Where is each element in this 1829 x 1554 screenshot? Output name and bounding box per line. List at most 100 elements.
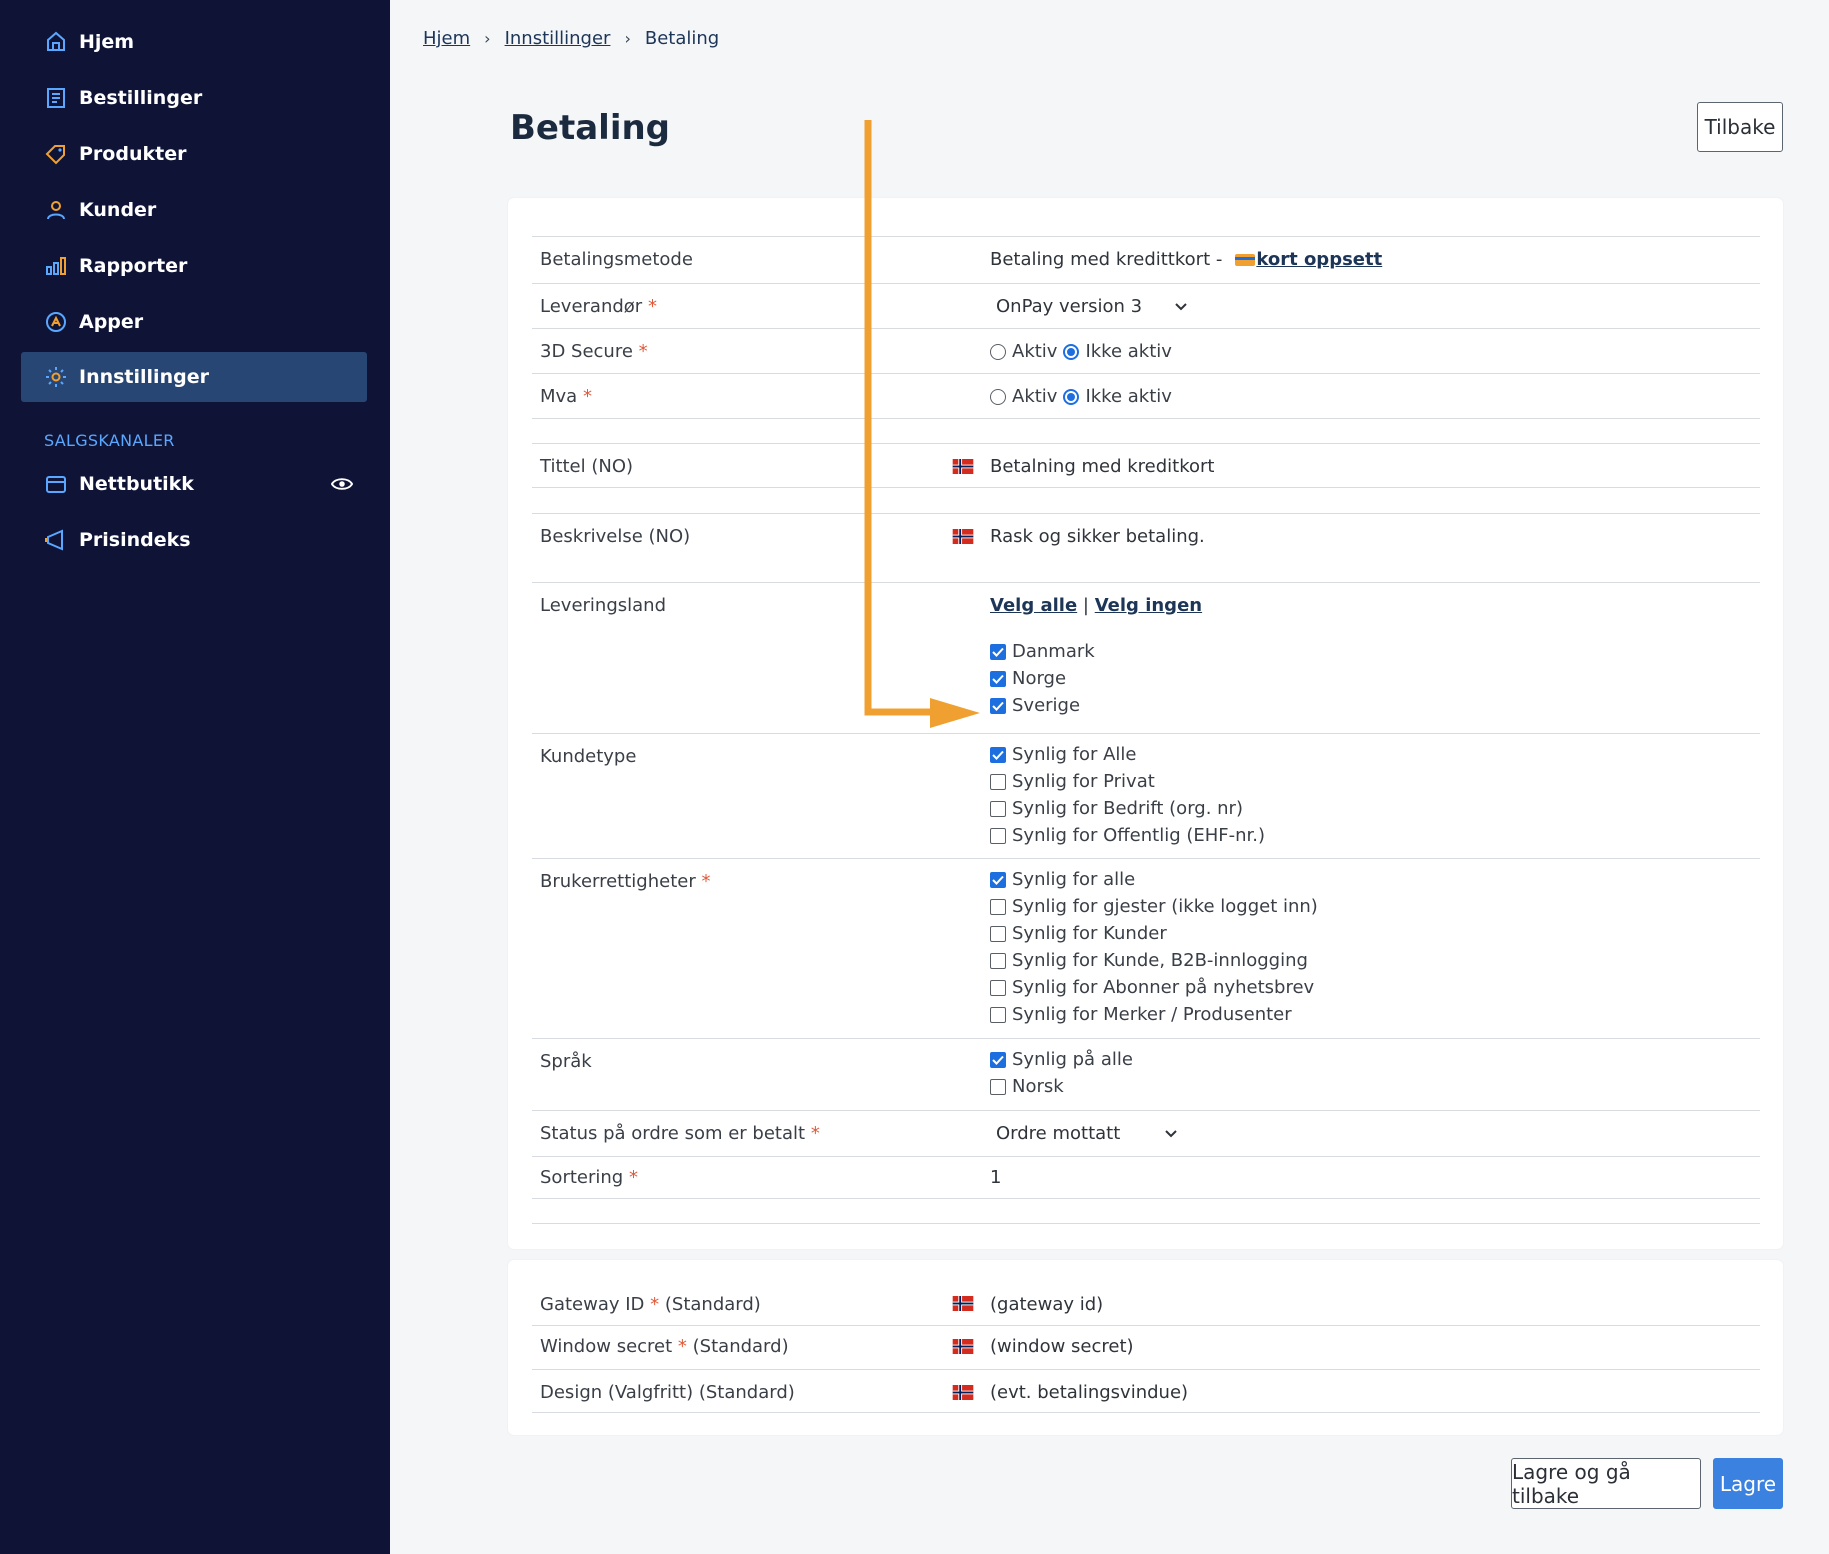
divider bbox=[532, 418, 1760, 443]
vat-row: Mva * Aktiv Ikke aktiv bbox=[532, 373, 1760, 418]
gear-icon bbox=[43, 364, 69, 390]
sidebar-item-label: Nettbutikk bbox=[79, 473, 194, 495]
vat-inactive-radio[interactable]: Ikke aktiv bbox=[1063, 383, 1172, 410]
provider-select[interactable]: OnPay version 3 bbox=[996, 296, 1188, 317]
back-button[interactable]: Tilbake bbox=[1697, 102, 1783, 152]
window-secret-row: Window secret * (Standard) (window secre… bbox=[532, 1325, 1760, 1369]
payment-method-value: Betaling med kredittkort - bbox=[990, 249, 1223, 270]
sidebar-item-produkter[interactable]: Produkter bbox=[21, 129, 367, 179]
breadcrumb-settings-link[interactable]: Innstillinger bbox=[504, 28, 611, 49]
sidebar-item-apper[interactable]: Apper bbox=[21, 297, 367, 347]
vat-label: Mva bbox=[540, 386, 578, 407]
sidebar-item-hjem[interactable]: Hjem bbox=[21, 17, 367, 67]
sidebar-item-label: Produkter bbox=[79, 143, 187, 165]
paid-status-select[interactable]: Ordre mottatt bbox=[996, 1123, 1178, 1144]
select-all-link[interactable]: Velg alle bbox=[990, 595, 1078, 616]
sorting-input[interactable]: 1 bbox=[990, 1167, 1002, 1188]
home-icon bbox=[43, 29, 69, 55]
sidebar-item-label: Kunder bbox=[79, 199, 157, 221]
select-none-link[interactable]: Velg ingen bbox=[1094, 595, 1203, 616]
user-rights-checkbox-gjester[interactable]: Synlig for gjester (ikke logget inn) bbox=[990, 893, 1318, 920]
chevron-down-icon bbox=[1165, 1129, 1178, 1137]
provider-select-value: OnPay version 3 bbox=[996, 296, 1143, 317]
chevron-down-icon bbox=[1175, 302, 1187, 310]
language-checkbox-norsk[interactable]: Norsk bbox=[990, 1073, 1133, 1100]
eye-icon[interactable] bbox=[331, 473, 353, 495]
sidebar-item-label: Bestillinger bbox=[79, 87, 203, 109]
window-secret-input[interactable]: (window secret) bbox=[990, 1336, 1134, 1357]
store-icon bbox=[43, 471, 69, 497]
gateway-id-input[interactable]: (gateway id) bbox=[990, 1294, 1104, 1315]
save-and-back-button[interactable]: Lagre og gå tilbake bbox=[1511, 1458, 1701, 1509]
country-checkbox-sverige[interactable]: Sverige bbox=[990, 692, 1202, 719]
norway-flag-icon bbox=[952, 1339, 974, 1354]
language-checkbox-alle[interactable]: Synlig på alle bbox=[990, 1046, 1133, 1073]
sidebar-item-label: Innstillinger bbox=[79, 366, 209, 388]
breadcrumb-home-link[interactable]: Hjem bbox=[423, 28, 471, 49]
provider-label: Leverandør bbox=[540, 296, 643, 317]
secure3d-inactive-radio[interactable]: Ikke aktiv bbox=[1063, 338, 1172, 365]
description-input[interactable]: Rask og sikker betaling. bbox=[990, 526, 1205, 547]
sidebar: Hjem Bestillinger Produkter Kunder Rappo… bbox=[0, 0, 390, 1554]
customer-type-checkbox-alle[interactable]: Synlig for Alle bbox=[990, 741, 1265, 768]
language-row: Språk Synlig på alle Norsk bbox=[532, 1038, 1760, 1110]
sidebar-item-kunder[interactable]: Kunder bbox=[21, 185, 367, 235]
sidebar-item-innstillinger[interactable]: Innstillinger bbox=[21, 352, 367, 402]
customer-type-checkbox-offentlig[interactable]: Synlig for Offentlig (EHF-nr.) bbox=[990, 822, 1265, 849]
sidebar-item-label: Apper bbox=[79, 311, 144, 333]
section-label: SALGSKANALER bbox=[44, 431, 175, 450]
user-rights-checkbox-alle[interactable]: Synlig for alle bbox=[990, 866, 1318, 893]
sorting-label: Sortering bbox=[540, 1167, 624, 1188]
sidebar-item-prisindeks[interactable]: Prisindeks bbox=[21, 515, 367, 565]
customer-type-checkbox-privat[interactable]: Synlig for Privat bbox=[990, 768, 1265, 795]
divider bbox=[532, 487, 1760, 513]
customer-type-checkbox-bedrift[interactable]: Synlig for Bedrift (org. nr) bbox=[990, 795, 1265, 822]
description-label: Beskrivelse (NO) bbox=[540, 526, 691, 547]
country-checkbox-norge[interactable]: Norge bbox=[990, 665, 1202, 692]
paid-status-select-value: Ordre mottatt bbox=[996, 1123, 1121, 1144]
megaphone-icon bbox=[43, 527, 69, 553]
delivery-country-row: Leveringsland Velg alle | Velg ingen Dan… bbox=[532, 582, 1760, 733]
tag-icon bbox=[43, 141, 69, 167]
breadcrumb: Hjem › Innstillinger › Betaling bbox=[423, 28, 719, 49]
user-rights-checkbox-nyhetsbrev[interactable]: Synlig for Abonner på nyhetsbrev bbox=[990, 974, 1318, 1001]
user-rights-checkbox-b2b[interactable]: Synlig for Kunde, B2B-innlogging bbox=[990, 947, 1318, 974]
norway-flag-icon bbox=[952, 1385, 974, 1400]
sidebar-item-label: Rapporter bbox=[79, 255, 188, 277]
paid-status-row: Status på ordre som er betalt * Ordre mo… bbox=[532, 1110, 1760, 1156]
breadcrumb-current: Betaling bbox=[644, 28, 720, 49]
secure3d-row: 3D Secure * Aktiv Ikke aktiv bbox=[532, 328, 1760, 373]
card-setup-link[interactable]: kort oppsett bbox=[1256, 249, 1383, 270]
user-icon bbox=[43, 197, 69, 223]
title-label: Tittel (NO) bbox=[540, 456, 634, 477]
apps-icon bbox=[43, 309, 69, 335]
gateway-id-label: Gateway ID bbox=[540, 1294, 645, 1315]
language-label: Språk bbox=[540, 1051, 592, 1072]
gateway-id-row: Gateway ID * (Standard) (gateway id) bbox=[540, 1294, 1104, 1315]
norway-flag-icon bbox=[952, 1296, 974, 1311]
orders-icon bbox=[43, 85, 69, 111]
design-row: Design (Valgfritt) (Standard) (evt. beta… bbox=[532, 1369, 1760, 1413]
secure3d-label: 3D Secure bbox=[540, 341, 633, 362]
credit-card-icon bbox=[1235, 253, 1256, 266]
window-secret-label: Window secret bbox=[540, 1336, 673, 1357]
secure3d-active-radio[interactable]: Aktiv bbox=[990, 338, 1057, 365]
save-button[interactable]: Lagre bbox=[1713, 1458, 1783, 1509]
title-input[interactable]: Betalning med kreditkort bbox=[990, 456, 1215, 477]
customer-type-label: Kundetype bbox=[540, 746, 637, 767]
page-title: Betaling bbox=[510, 108, 671, 148]
user-rights-row: Brukerrettigheter * Synlig for alle Synl… bbox=[532, 858, 1760, 1038]
vat-active-radio[interactable]: Aktiv bbox=[990, 383, 1057, 410]
user-rights-checkbox-merker[interactable]: Synlig for Merker / Produsenter bbox=[990, 1001, 1318, 1028]
paid-status-label: Status på ordre som er betalt bbox=[540, 1123, 806, 1144]
user-rights-checkbox-kunder[interactable]: Synlig for Kunder bbox=[990, 920, 1318, 947]
design-input[interactable]: (evt. betalingsvindue) bbox=[990, 1382, 1189, 1403]
sidebar-item-nettbutikk[interactable]: Nettbutikk bbox=[21, 459, 367, 509]
sidebar-item-bestillinger[interactable]: Bestillinger bbox=[21, 73, 367, 123]
gateway-card: Gateway ID * (Standard) (gateway id) Win… bbox=[508, 1260, 1783, 1435]
sidebar-item-label: Hjem bbox=[79, 31, 135, 53]
country-checkbox-danmark[interactable]: Danmark bbox=[990, 638, 1202, 665]
sidebar-item-rapporter[interactable]: Rapporter bbox=[21, 241, 367, 291]
sidebar-item-label: Prisindeks bbox=[79, 529, 191, 551]
chart-icon bbox=[43, 253, 69, 279]
